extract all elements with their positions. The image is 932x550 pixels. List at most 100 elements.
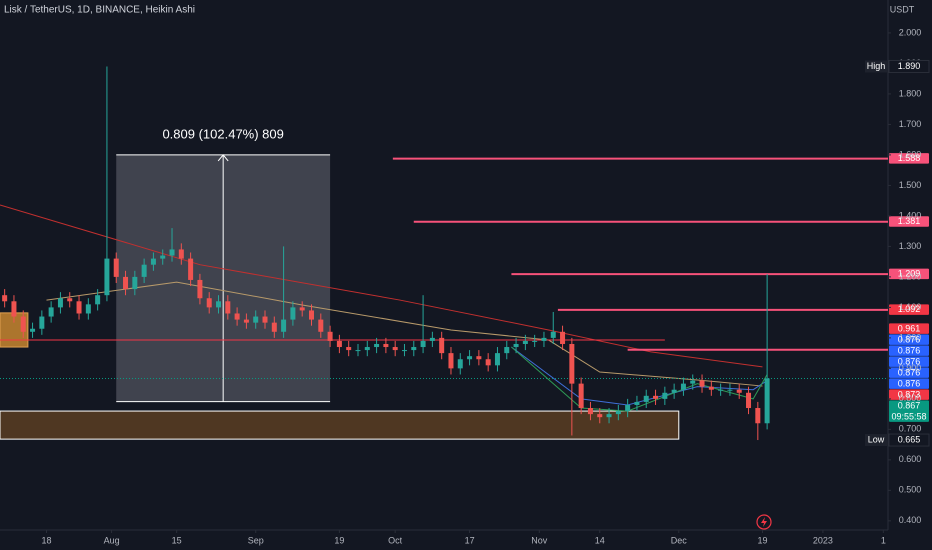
y-tick-label: 0.500 bbox=[899, 485, 922, 495]
x-tick-label: 14 bbox=[595, 535, 605, 545]
x-tick-label: 2023 bbox=[813, 535, 833, 545]
candle-body bbox=[439, 337, 445, 354]
candle-body bbox=[708, 386, 714, 390]
candle-body bbox=[141, 264, 147, 277]
candle-body bbox=[95, 295, 101, 305]
measure-label: 0.809 (102.47%) 809 bbox=[162, 126, 283, 141]
marker-value-box bbox=[888, 59, 930, 73]
candle-body bbox=[327, 331, 333, 341]
price-tag bbox=[889, 268, 929, 280]
candle-body bbox=[197, 279, 203, 299]
candle-body bbox=[736, 389, 742, 393]
price-tag bbox=[889, 304, 929, 315]
candle-body bbox=[680, 383, 686, 390]
x-tick-label: Sep bbox=[248, 535, 264, 545]
plot: 0.809 (102.47%) 809 bbox=[0, 66, 929, 441]
alert-bolt[interactable] bbox=[761, 517, 767, 527]
y-tick-label: 0.700 bbox=[899, 424, 922, 434]
measure-arrow-head bbox=[217, 154, 229, 162]
candle-body bbox=[346, 347, 352, 351]
candle-body bbox=[634, 401, 640, 405]
x-tick-label: Aug bbox=[104, 535, 120, 545]
x-tick-label: 19 bbox=[334, 535, 344, 545]
price-tag-label: 0.876 bbox=[898, 345, 921, 355]
candle-body bbox=[467, 356, 473, 360]
candle-body bbox=[364, 347, 370, 351]
candle-body bbox=[318, 319, 324, 332]
candle-body bbox=[718, 389, 724, 391]
candle-body bbox=[383, 343, 389, 348]
candle-body bbox=[123, 276, 129, 290]
price-tag bbox=[889, 356, 929, 367]
candle-body bbox=[85, 304, 91, 314]
candle-body bbox=[606, 414, 612, 418]
marker-name-box bbox=[865, 434, 888, 447]
candle-body bbox=[411, 347, 417, 351]
candle-body bbox=[67, 298, 73, 302]
candle-body bbox=[308, 310, 314, 320]
candle-body bbox=[253, 316, 259, 323]
candle-body bbox=[169, 249, 175, 256]
x-tick-label: Nov bbox=[531, 535, 548, 545]
candle-body bbox=[2, 295, 8, 302]
candle-body bbox=[392, 347, 398, 351]
price-tag bbox=[889, 216, 929, 227]
y-tick-label: 0.400 bbox=[899, 515, 922, 525]
price-countdown: 09:55:58 bbox=[891, 411, 926, 421]
candle-body bbox=[216, 301, 222, 308]
candle-body bbox=[76, 301, 82, 314]
candle-body bbox=[11, 301, 17, 317]
y-tick-label: 1.100 bbox=[899, 302, 922, 312]
candle-body bbox=[578, 383, 584, 409]
candle-body bbox=[160, 255, 166, 259]
price-tag bbox=[889, 400, 929, 422]
price-tag bbox=[889, 334, 929, 345]
candle-body bbox=[355, 350, 361, 352]
candle-body bbox=[764, 378, 770, 424]
candle-body bbox=[662, 392, 668, 399]
candle-body bbox=[281, 319, 287, 332]
price-tag-label: 0.876 bbox=[898, 367, 921, 377]
candle-body bbox=[597, 414, 603, 418]
x-tick-label: 19 bbox=[757, 535, 767, 545]
candle-body bbox=[299, 307, 305, 311]
candle-body bbox=[560, 331, 566, 344]
candle-body bbox=[690, 380, 696, 384]
candle-body bbox=[550, 331, 556, 338]
price-tag-label: 0.867 bbox=[898, 400, 921, 410]
y-tick-label: 0.900 bbox=[899, 363, 922, 373]
candle-body bbox=[615, 411, 621, 415]
candle-body bbox=[541, 337, 547, 341]
marker-name: Low bbox=[868, 434, 885, 444]
candle-body bbox=[20, 316, 26, 332]
y-tick-label: 1.400 bbox=[899, 210, 922, 220]
moving-average bbox=[0, 204, 763, 368]
zone bbox=[0, 410, 680, 440]
candle-body bbox=[522, 340, 528, 344]
alert-icon[interactable] bbox=[756, 514, 772, 530]
candle-body bbox=[30, 328, 36, 332]
currency-label: USDT bbox=[890, 4, 915, 14]
candle-body bbox=[113, 258, 119, 277]
price-tag-label: 1.381 bbox=[898, 216, 921, 226]
candle-body bbox=[225, 301, 231, 314]
candle-body bbox=[104, 258, 110, 296]
price-tag bbox=[889, 323, 929, 334]
y-tick-label: 1.600 bbox=[899, 149, 922, 159]
candle-body bbox=[271, 322, 277, 332]
candle-body bbox=[476, 356, 482, 360]
price-tag-label: 0.961 bbox=[898, 323, 921, 333]
candle-body bbox=[420, 340, 426, 348]
candle-body bbox=[336, 340, 342, 348]
x-tick-label: 17 bbox=[465, 535, 475, 545]
price-tag bbox=[889, 153, 929, 164]
candle-body bbox=[290, 307, 296, 320]
marker-value-box bbox=[888, 433, 930, 447]
alert-circle[interactable] bbox=[756, 514, 772, 530]
candle-body bbox=[643, 395, 649, 402]
candle-body bbox=[448, 353, 454, 369]
price-tag-label: 0.876 bbox=[898, 378, 921, 388]
candle-body bbox=[746, 392, 752, 409]
price-tag bbox=[889, 389, 929, 400]
